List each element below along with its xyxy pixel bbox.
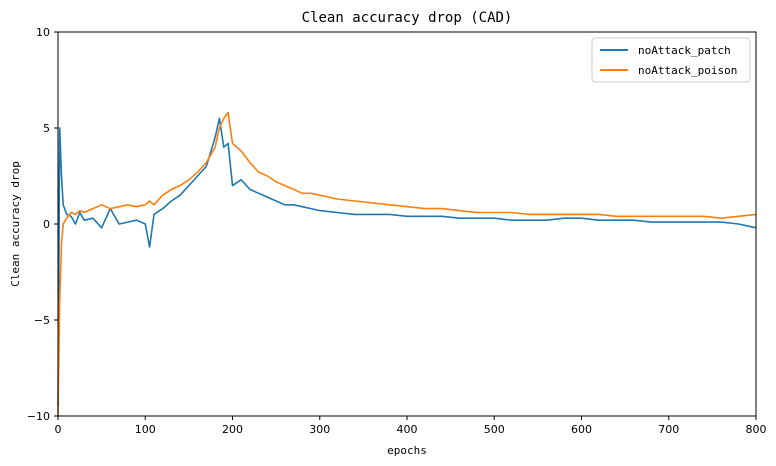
- y-axis-label: Clean accuracy drop: [9, 161, 22, 287]
- y-tick-label: −5: [34, 314, 50, 327]
- chart-title: Clean accuracy drop (CAD): [302, 10, 513, 26]
- ticks-layer: 0 100 200 300 400 500 600 700 800 −10 −5 0 5 10: [27, 26, 767, 436]
- x-tick-label: 400: [397, 423, 418, 436]
- legend: noAttack_patch noAttack_poison: [591, 37, 751, 83]
- y-tick-label: 10: [36, 26, 50, 39]
- series-line-noAttack_patch: [57, 117, 757, 407]
- legend-label-noAttack_patch: noAttack_patch: [638, 44, 731, 57]
- x-tick-label: 600: [571, 423, 592, 436]
- plot-frame: [57, 31, 757, 417]
- y-tick-label: 0: [43, 218, 50, 231]
- y-tick-label: 5: [43, 122, 50, 135]
- x-tick-label: 100: [135, 423, 156, 436]
- x-tick-label: 700: [658, 423, 679, 436]
- series-line-noAttack_poison: [57, 111, 757, 417]
- x-axis-label: epochs: [387, 444, 427, 457]
- legend-box: [591, 37, 751, 83]
- x-tick-label: 0: [55, 423, 62, 436]
- x-tick-label: 300: [309, 423, 330, 436]
- x-tick-label: 200: [222, 423, 243, 436]
- x-tick-label: 500: [484, 423, 505, 436]
- y-tick-label: −10: [27, 410, 50, 423]
- legend-label-noAttack_poison: noAttack_poison: [638, 64, 737, 77]
- x-tick-label: 800: [746, 423, 767, 436]
- series-layer: [57, 111, 757, 417]
